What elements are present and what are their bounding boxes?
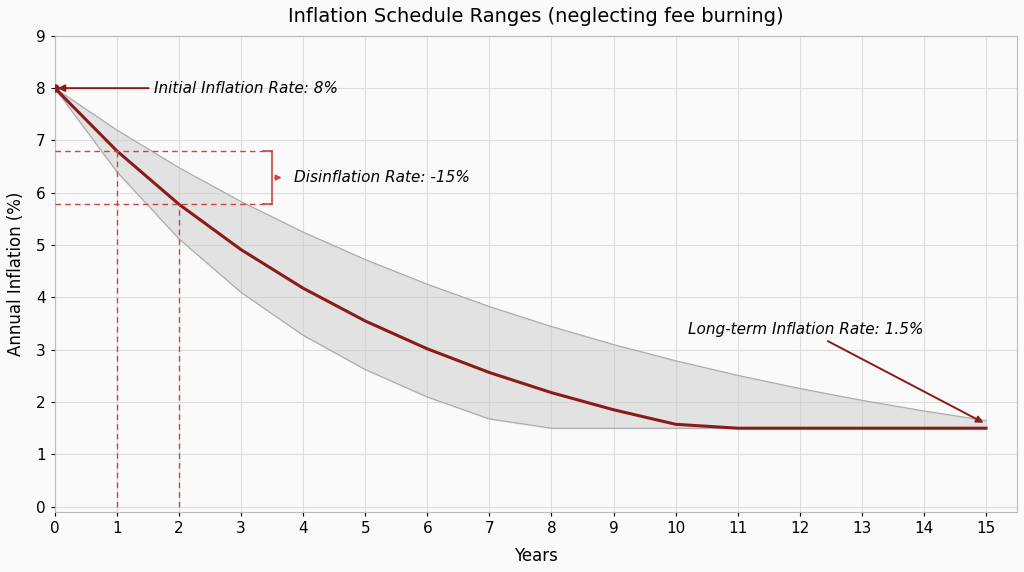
Title: Inflation Schedule Ranges (neglecting fee burning): Inflation Schedule Ranges (neglecting fe… [288, 7, 783, 26]
X-axis label: Years: Years [514, 547, 558, 565]
Text: Initial Inflation Rate: 8%: Initial Inflation Rate: 8% [59, 81, 338, 96]
Text: Disinflation Rate: -15%: Disinflation Rate: -15% [294, 170, 470, 185]
Y-axis label: Annual Inflation (%): Annual Inflation (%) [7, 192, 25, 356]
Text: Long-term Inflation Rate: 1.5%: Long-term Inflation Rate: 1.5% [688, 322, 982, 422]
